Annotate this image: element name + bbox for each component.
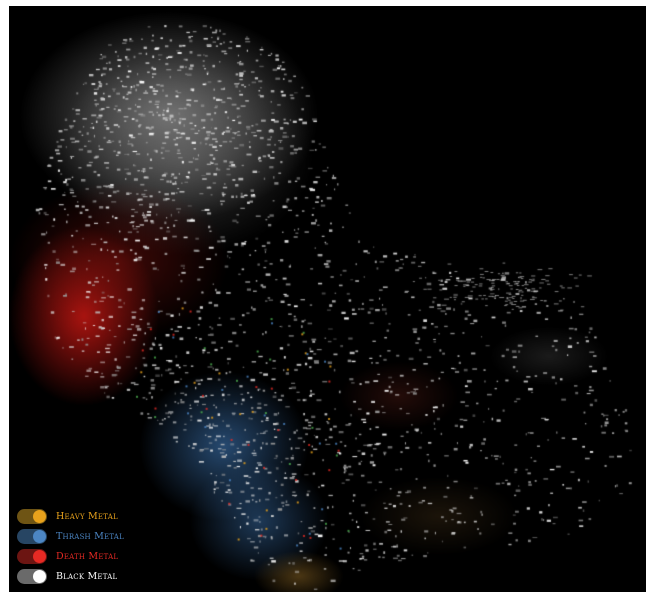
heavy-metal-toggle[interactable]	[17, 509, 47, 524]
legend-label-death-metal: Death Metal	[56, 551, 119, 562]
toggle-knob	[33, 570, 46, 583]
legend-item-thrash-metal[interactable]: Thrash Metal	[17, 529, 124, 544]
toggle-knob	[33, 530, 46, 543]
thrash-metal-toggle[interactable]	[17, 529, 47, 544]
genre-map-panel[interactable]: Heavy Metal Thrash Metal Death Metal Bla…	[9, 6, 646, 592]
legend-label-black-metal: Black Metal	[56, 571, 118, 582]
genre-legend: Heavy Metal Thrash Metal Death Metal Bla…	[17, 509, 124, 584]
legend-item-heavy-metal[interactable]: Heavy Metal	[17, 509, 124, 524]
legend-item-death-metal[interactable]: Death Metal	[17, 549, 124, 564]
legend-item-black-metal[interactable]: Black Metal	[17, 569, 124, 584]
black-metal-toggle[interactable]	[17, 569, 47, 584]
band-scatter-map[interactable]	[9, 6, 646, 592]
toggle-knob	[33, 550, 46, 563]
death-metal-toggle[interactable]	[17, 549, 47, 564]
toggle-knob	[33, 510, 46, 523]
legend-label-thrash-metal: Thrash Metal	[56, 531, 124, 542]
legend-label-heavy-metal: Heavy Metal	[56, 511, 118, 522]
